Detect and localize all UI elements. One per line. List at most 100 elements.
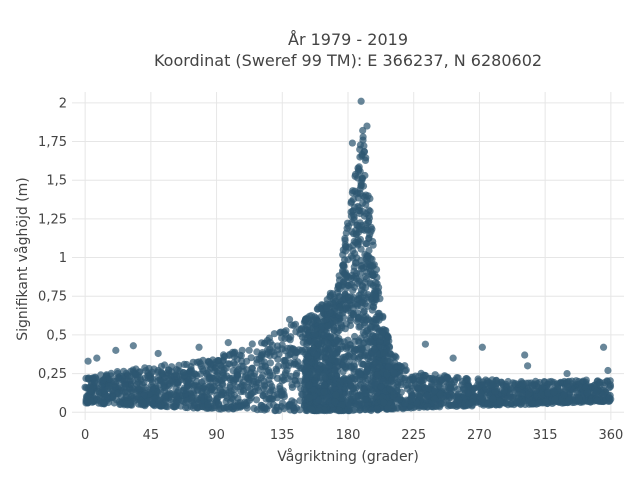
data-point — [302, 375, 310, 383]
data-point — [260, 403, 268, 411]
data-point — [275, 350, 283, 358]
data-point — [288, 383, 296, 391]
data-point — [593, 387, 601, 395]
x-tick-label: 180 — [336, 428, 361, 443]
data-point — [320, 406, 328, 414]
data-point — [259, 371, 267, 379]
data-point — [236, 403, 244, 411]
data-point — [373, 388, 381, 396]
data-point — [367, 280, 375, 288]
data-point — [184, 376, 192, 385]
y-tick-label: 0,5 — [46, 328, 67, 343]
x-tick-label: 315 — [533, 428, 558, 443]
data-point — [213, 371, 221, 380]
data-point — [521, 351, 529, 359]
data-point — [534, 399, 543, 407]
data-point — [518, 389, 526, 397]
data-point — [421, 340, 429, 348]
data-point — [358, 282, 366, 290]
data-point — [383, 370, 391, 379]
data-point — [504, 395, 512, 403]
x-tick-label: 360 — [598, 428, 623, 443]
data-point — [169, 399, 177, 407]
data-point — [383, 338, 391, 346]
data-point — [335, 326, 343, 334]
data-point — [351, 345, 359, 353]
data-point — [345, 352, 353, 360]
data-point — [224, 405, 233, 413]
x-tick-label: 45 — [143, 428, 160, 443]
data-point — [158, 377, 166, 385]
data-point — [351, 283, 359, 291]
data-point — [354, 241, 362, 249]
x-tick-label: 0 — [81, 428, 89, 443]
data-point — [196, 360, 204, 368]
data-point — [528, 381, 536, 389]
data-point — [181, 371, 189, 380]
data-point — [475, 382, 483, 390]
data-point — [285, 402, 293, 410]
data-point — [367, 406, 375, 415]
data-point — [408, 395, 416, 403]
data-point — [221, 374, 229, 382]
data-point — [378, 330, 386, 338]
data-point — [144, 372, 152, 380]
data-point — [496, 398, 504, 406]
data-point — [215, 400, 223, 408]
data-point — [376, 337, 384, 345]
data-point — [364, 354, 372, 362]
data-point — [93, 354, 101, 362]
data-point — [238, 381, 246, 389]
data-point — [563, 369, 571, 378]
data-point — [134, 385, 142, 393]
data-point — [110, 399, 118, 407]
data-point — [355, 165, 363, 173]
data-point — [468, 398, 476, 407]
x-tick-label: 135 — [270, 428, 295, 443]
data-point — [218, 380, 226, 388]
data-point — [322, 363, 330, 371]
data-point — [371, 381, 379, 389]
data-point — [380, 398, 388, 407]
data-point — [401, 399, 409, 407]
data-point — [299, 391, 307, 399]
data-point — [369, 237, 377, 246]
data-point — [395, 395, 403, 403]
data-point — [191, 370, 199, 378]
data-point — [575, 377, 583, 386]
data-point — [323, 296, 331, 304]
data-point — [195, 343, 203, 351]
data-point — [203, 392, 211, 400]
data-point — [582, 376, 590, 384]
data-point — [276, 329, 284, 337]
data-point — [305, 381, 313, 389]
data-point — [349, 384, 357, 392]
data-point — [349, 310, 357, 318]
data-point — [123, 400, 131, 408]
data-point — [366, 389, 374, 397]
data-point — [385, 363, 393, 371]
data-point — [368, 271, 376, 279]
data-point — [349, 195, 357, 204]
data-point — [360, 319, 369, 327]
data-point — [160, 383, 168, 391]
data-point — [342, 304, 350, 312]
data-point — [342, 274, 350, 282]
data-point — [315, 407, 323, 415]
data-point — [519, 380, 527, 388]
data-point — [118, 393, 126, 401]
data-point — [290, 346, 298, 354]
data-point — [336, 377, 344, 385]
data-point — [350, 263, 358, 271]
data-point — [606, 394, 614, 402]
data-point — [331, 398, 339, 406]
data-point — [542, 398, 550, 406]
data-point — [450, 378, 458, 386]
data-point — [603, 377, 611, 385]
data-point — [107, 369, 115, 377]
data-point — [161, 393, 169, 401]
data-point — [285, 315, 294, 324]
data-point — [255, 355, 264, 363]
data-point — [246, 391, 254, 400]
data-point — [238, 357, 246, 365]
